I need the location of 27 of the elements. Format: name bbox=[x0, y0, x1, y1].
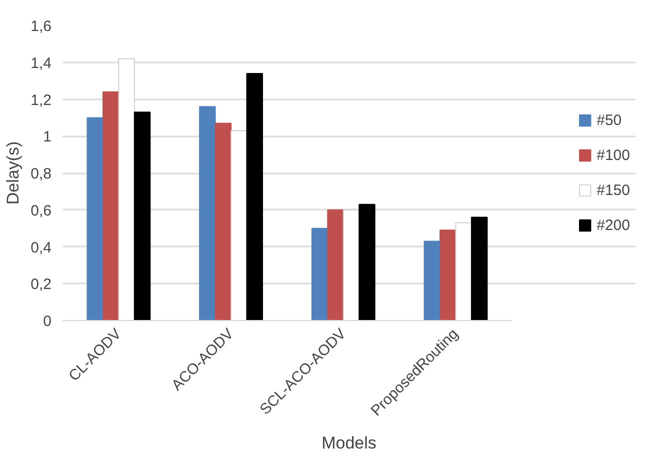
y-axis-title: Delay(s) bbox=[4, 141, 23, 205]
legend-label: #100 bbox=[596, 146, 630, 164]
bar bbox=[327, 209, 344, 320]
legend-label: #150 bbox=[596, 182, 630, 198]
bar bbox=[134, 112, 151, 320]
bar bbox=[424, 240, 441, 320]
bar bbox=[311, 228, 328, 320]
y-tick-label: 0,8 bbox=[30, 166, 52, 182]
bar bbox=[86, 117, 104, 320]
y-tick-label: 1,6 bbox=[30, 18, 52, 35]
y-tick-label: 1,4 bbox=[30, 54, 52, 72]
bar bbox=[358, 204, 376, 320]
bar bbox=[440, 230, 456, 320]
bar bbox=[470, 216, 488, 320]
y-tick-label: 1,2 bbox=[30, 92, 52, 109]
y-tick-label: 0 bbox=[43, 313, 52, 330]
bar bbox=[199, 106, 216, 320]
y-tick-label: 1 bbox=[43, 128, 52, 146]
legend-label: #50 bbox=[596, 112, 622, 128]
y-tick-label: 0,4 bbox=[30, 239, 52, 256]
bar bbox=[102, 91, 120, 320]
bar bbox=[246, 72, 263, 320]
y-tick-label: 0,6 bbox=[30, 202, 52, 220]
bar bbox=[214, 122, 232, 320]
y-tick-label: 0,2 bbox=[30, 276, 52, 294]
x-axis-title: Models bbox=[322, 433, 376, 452]
legend-label: #200 bbox=[596, 216, 630, 234]
